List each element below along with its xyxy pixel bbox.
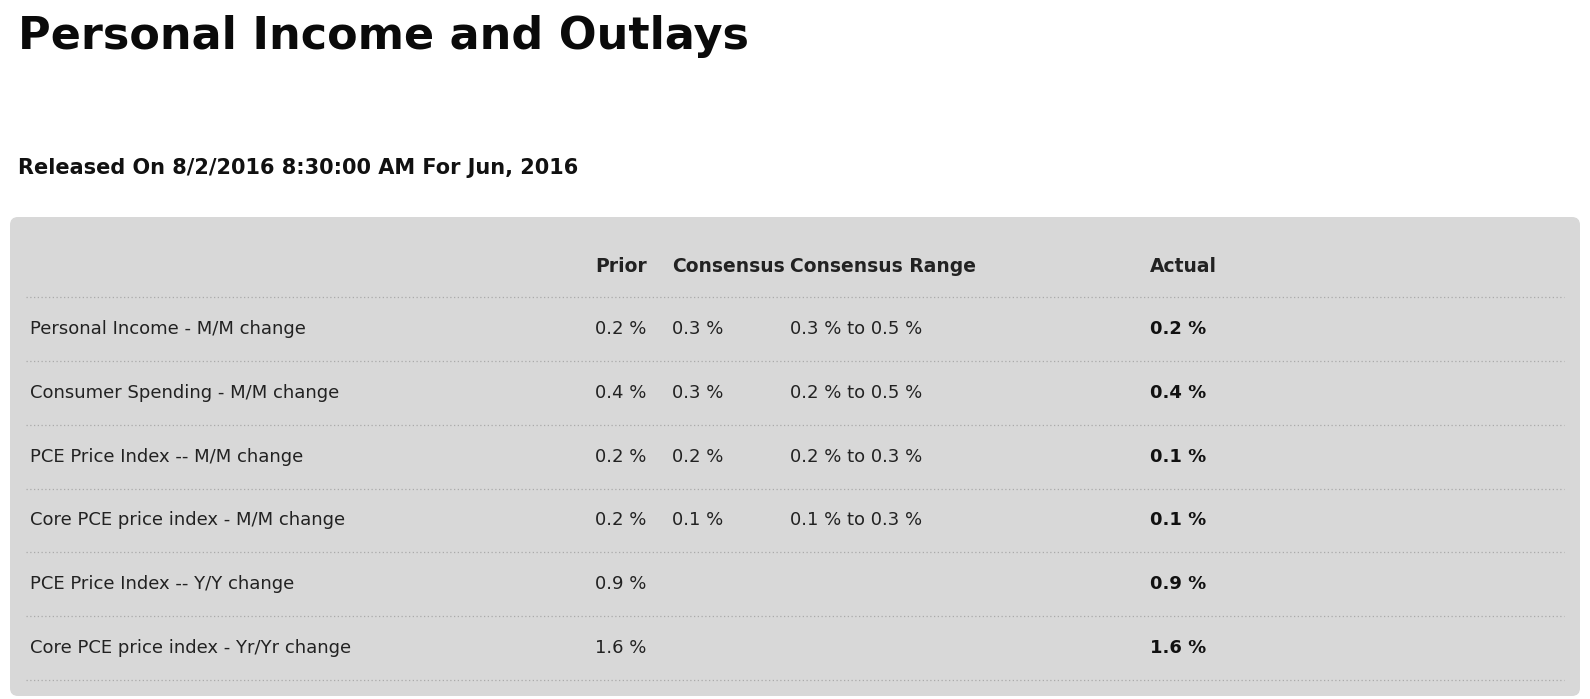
Text: 0.2 % to 0.3 %: 0.2 % to 0.3 %: [790, 447, 922, 466]
Text: Consumer Spending - M/M change: Consumer Spending - M/M change: [30, 384, 339, 402]
Text: 0.3 %: 0.3 %: [673, 384, 723, 402]
Text: Core PCE price index - Yr/Yr change: Core PCE price index - Yr/Yr change: [30, 639, 351, 657]
Text: 0.1 %: 0.1 %: [673, 512, 723, 529]
Text: 0.2 %: 0.2 %: [595, 447, 647, 466]
Text: Core PCE price index - M/M change: Core PCE price index - M/M change: [30, 512, 345, 529]
Text: Consensus Range: Consensus Range: [790, 257, 976, 277]
Text: 0.2 %: 0.2 %: [673, 447, 723, 466]
Text: 0.9 %: 0.9 %: [595, 575, 647, 593]
Text: 0.2 %: 0.2 %: [1150, 320, 1207, 338]
Text: Released On 8/2/2016 8:30:00 AM For Jun, 2016: Released On 8/2/2016 8:30:00 AM For Jun,…: [17, 158, 579, 178]
Text: 0.4 %: 0.4 %: [595, 384, 647, 402]
Text: PCE Price Index -- M/M change: PCE Price Index -- M/M change: [30, 447, 304, 466]
Text: 0.3 % to 0.5 %: 0.3 % to 0.5 %: [790, 320, 922, 338]
Text: Prior: Prior: [595, 257, 647, 277]
Text: 0.1 %: 0.1 %: [1150, 447, 1207, 466]
Text: 0.3 %: 0.3 %: [673, 320, 723, 338]
Text: Actual: Actual: [1150, 257, 1216, 277]
Text: 0.2 % to 0.5 %: 0.2 % to 0.5 %: [790, 384, 922, 402]
Text: 0.9 %: 0.9 %: [1150, 575, 1207, 593]
Text: 0.2 %: 0.2 %: [595, 512, 647, 529]
Text: 1.6 %: 1.6 %: [1150, 639, 1207, 657]
FancyBboxPatch shape: [10, 217, 1580, 696]
Text: 1.6 %: 1.6 %: [595, 639, 647, 657]
Text: 0.1 % to 0.3 %: 0.1 % to 0.3 %: [790, 512, 922, 529]
Text: Personal Income - M/M change: Personal Income - M/M change: [30, 320, 305, 338]
Text: 0.1 %: 0.1 %: [1150, 512, 1207, 529]
Text: 0.2 %: 0.2 %: [595, 320, 647, 338]
Text: Personal Income and Outlays: Personal Income and Outlays: [17, 15, 749, 58]
Text: PCE Price Index -- Y/Y change: PCE Price Index -- Y/Y change: [30, 575, 294, 593]
Text: Consensus: Consensus: [673, 257, 785, 277]
Text: 0.4 %: 0.4 %: [1150, 384, 1207, 402]
